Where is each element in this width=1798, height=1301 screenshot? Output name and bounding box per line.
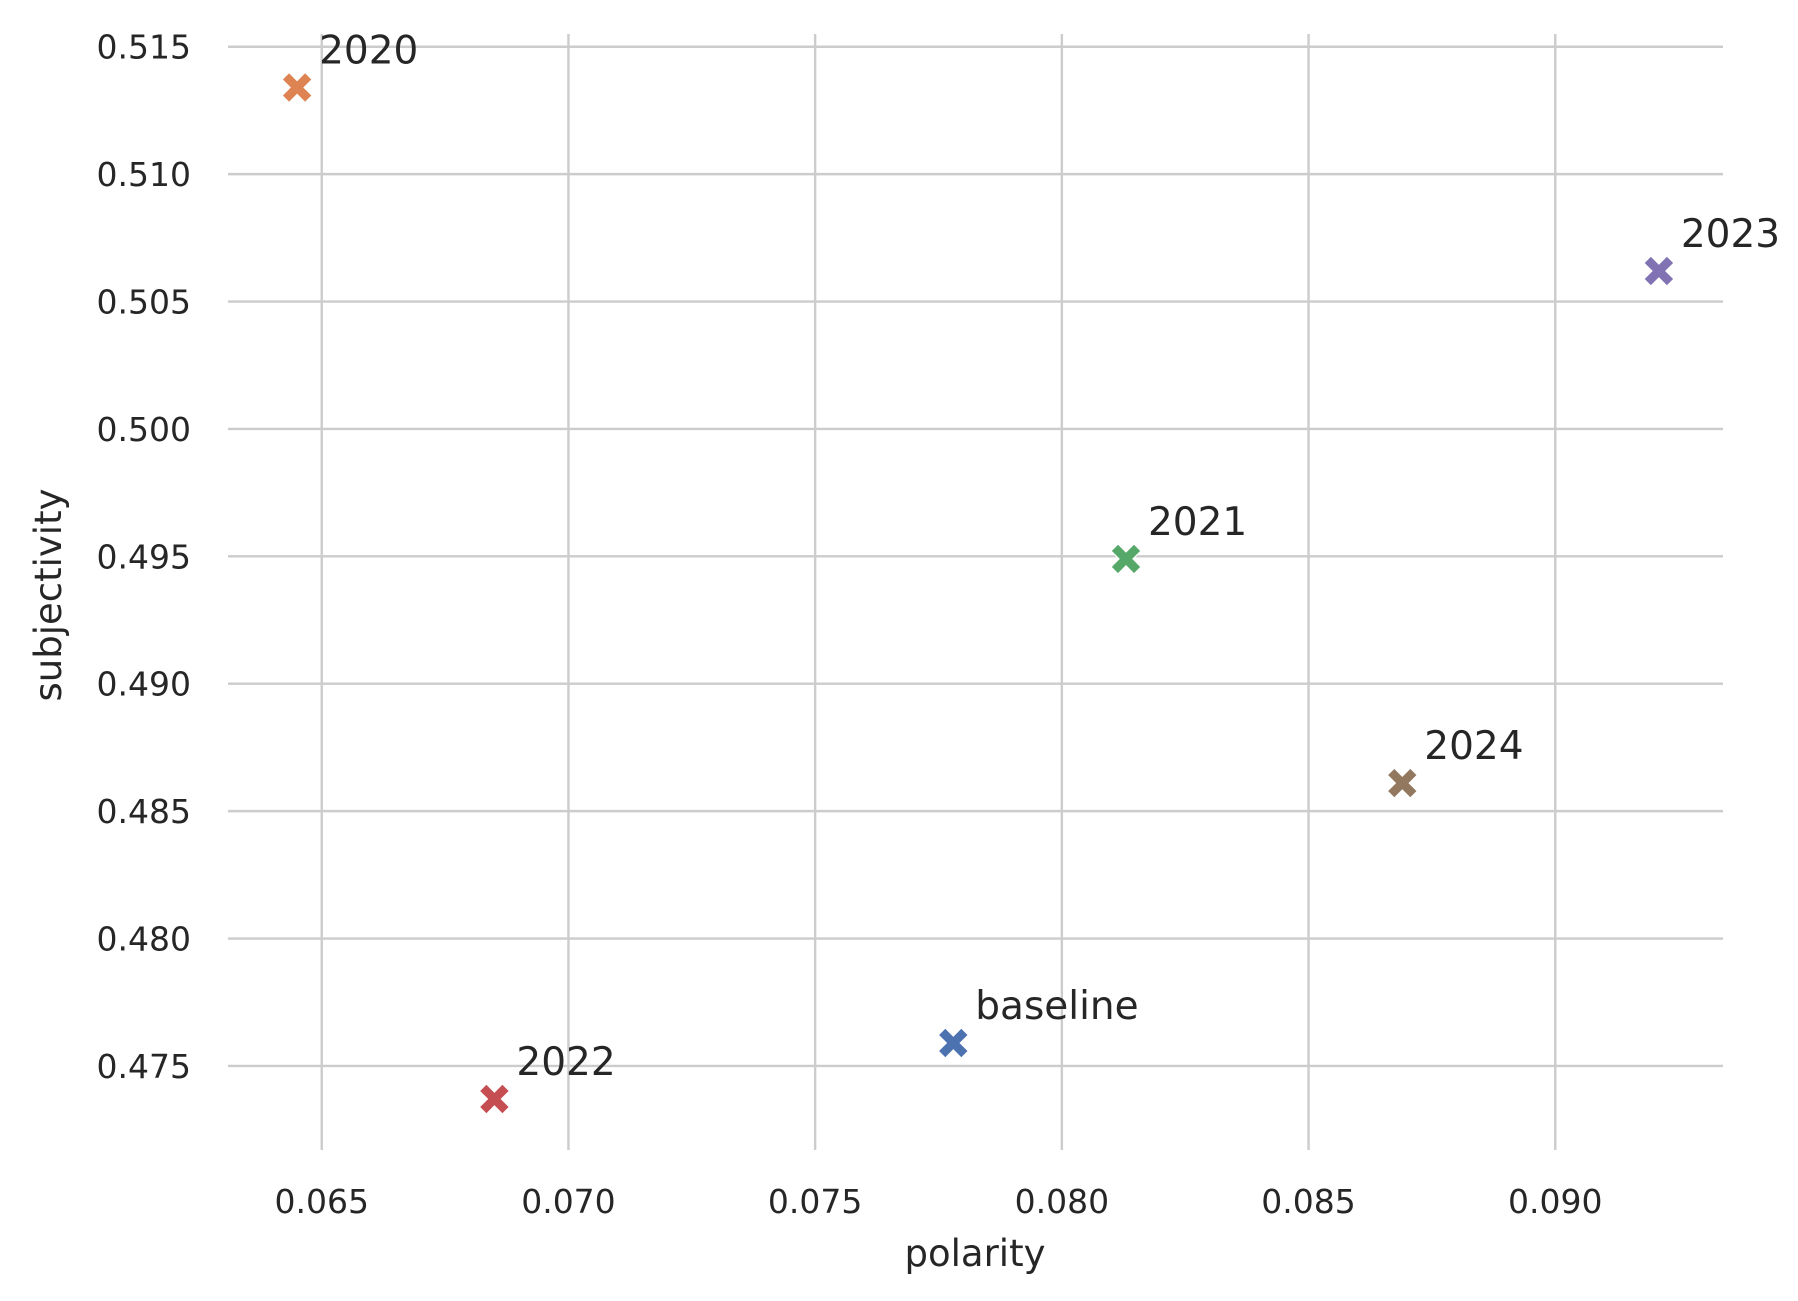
point-marker-2024 <box>1386 767 1419 799</box>
y-tick-label: 0.510 <box>97 155 191 194</box>
y-axis-label: subjectivity <box>27 489 70 702</box>
point-labels: baseline 2020 2021 2022 2023 2024 <box>319 29 1780 1086</box>
point-label-baseline: baseline <box>975 984 1138 1029</box>
y-tick-label: 0.485 <box>97 792 191 831</box>
point-label-2020: 2020 <box>319 29 418 74</box>
x-axis-label: polarity <box>905 1232 1046 1275</box>
y-tick-label: 0.475 <box>97 1047 191 1086</box>
y-tick-labels: 0.475 0.480 0.485 0.490 0.495 0.500 0.505 0.510… <box>97 28 191 1086</box>
point-label-2023: 2023 <box>1681 212 1780 257</box>
x-tick-label: 0.065 <box>275 1182 369 1221</box>
x-tick-labels: 0.065 0.070 0.075 0.080 0.085 0.090 <box>275 1182 1603 1221</box>
point-label-2022: 2022 <box>516 1040 615 1085</box>
data-points <box>281 71 1675 1115</box>
y-tick-label: 0.495 <box>97 537 191 576</box>
x-tick-label: 0.085 <box>1261 1182 1355 1221</box>
y-tick-label: 0.490 <box>97 665 191 704</box>
y-tick-label: 0.500 <box>97 410 191 449</box>
point-marker-2021 <box>1110 543 1142 575</box>
point-marker-2022 <box>478 1083 511 1115</box>
x-grid <box>320 34 1557 1150</box>
point-label-2021: 2021 <box>1148 500 1247 545</box>
x-tick-label: 0.075 <box>768 1182 862 1221</box>
y-tick-label: 0.505 <box>97 283 191 322</box>
y-grid <box>228 45 1723 1068</box>
point-label-2024: 2024 <box>1424 724 1523 769</box>
point-marker-2023 <box>1643 255 1675 287</box>
x-tick-label: 0.080 <box>1015 1182 1109 1221</box>
point-marker-baseline <box>937 1027 970 1059</box>
y-tick-label: 0.515 <box>97 28 191 67</box>
point-marker-2020 <box>281 71 313 104</box>
y-tick-label: 0.480 <box>97 920 191 959</box>
x-tick-label: 0.070 <box>521 1182 615 1221</box>
x-tick-label: 0.090 <box>1508 1182 1602 1221</box>
